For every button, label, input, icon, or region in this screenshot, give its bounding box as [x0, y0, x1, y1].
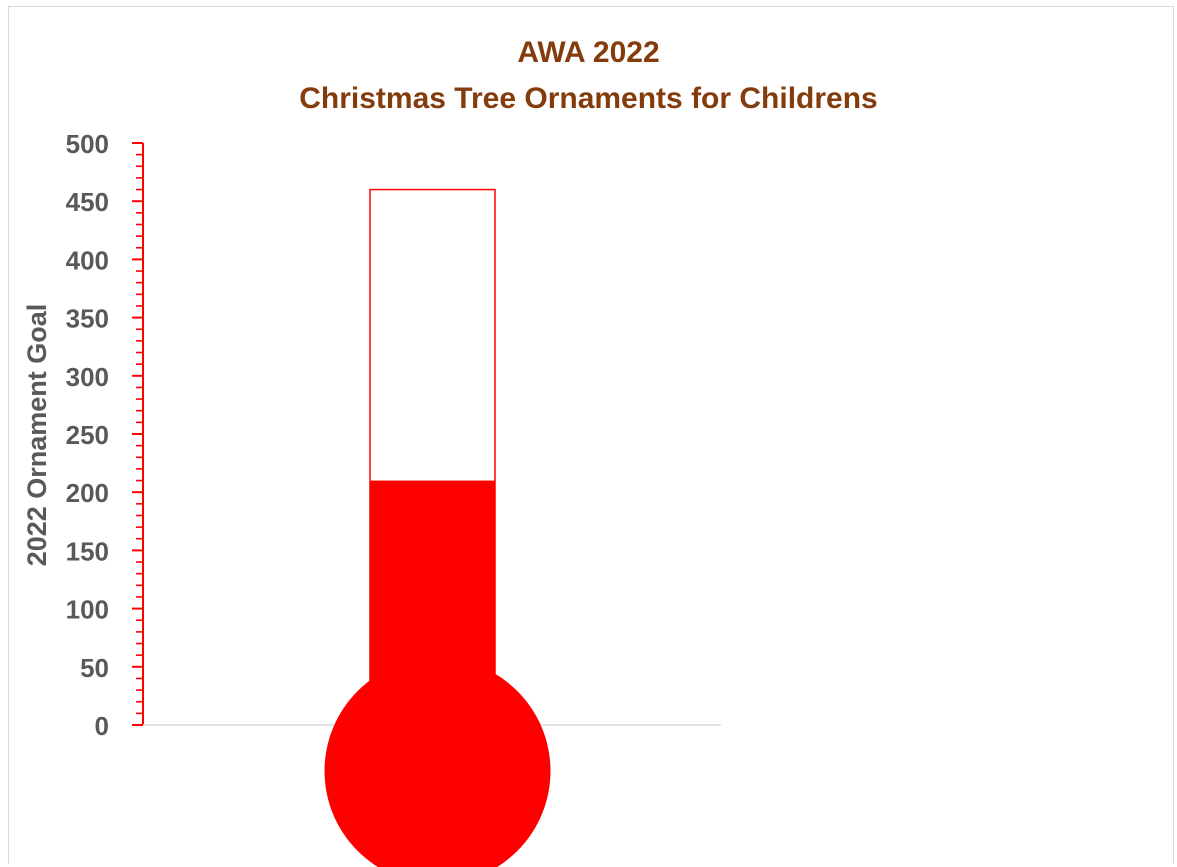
y-tick-label: 50: [80, 653, 109, 683]
y-tick-label: 100: [66, 595, 109, 625]
y-tick-label: 450: [66, 187, 109, 217]
y-tick-label: 500: [66, 129, 109, 159]
y-axis: 0 50 100 150 200 250 300 350 400 450 500: [66, 129, 144, 741]
y-tick-label: 200: [66, 478, 109, 508]
y-axis-label: 2022 Ornament Goal: [22, 304, 52, 567]
y-tick-label: 300: [66, 362, 109, 392]
y-tick-label: 250: [66, 420, 109, 450]
y-tick-label: 0: [95, 711, 109, 741]
y-tick-label: 350: [66, 304, 109, 334]
chart-title: AWA 2022 Christmas Tree Ornaments for Ch…: [0, 30, 1177, 122]
chart-title-line2: Christmas Tree Ornaments for Childrens: [299, 82, 878, 115]
y-tick-label: 400: [66, 245, 109, 275]
thermometer-bulb: [324, 658, 551, 867]
y-tick-label: 150: [66, 536, 109, 566]
chart-title-line1: AWA 2022: [517, 36, 660, 69]
chart-frame: [8, 6, 1174, 864]
